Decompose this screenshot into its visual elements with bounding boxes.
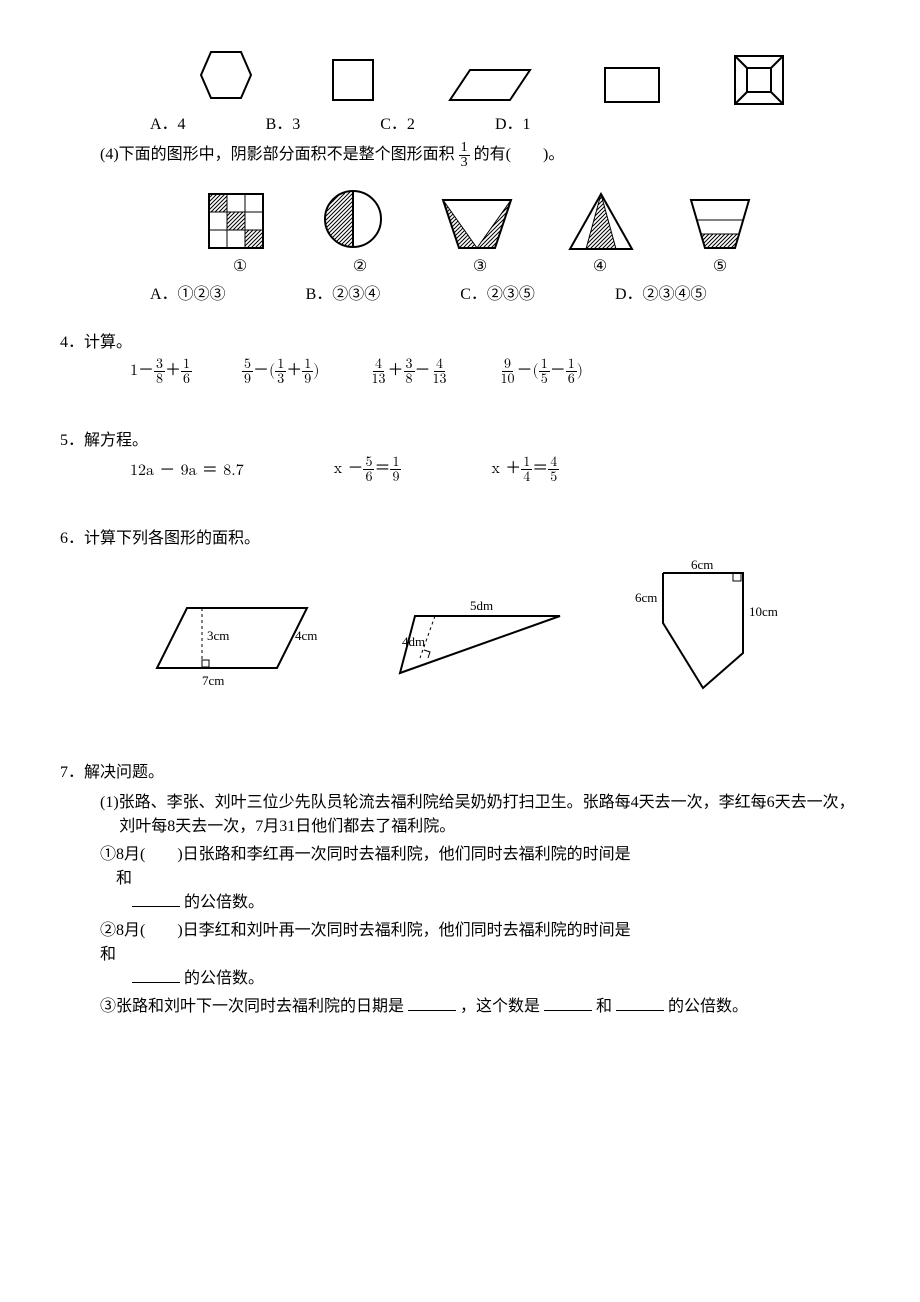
q6-figures: 3cm 4cm 7cm 5dm 4dm 6cm 6cm 10cm (120, 558, 820, 698)
one-third-frac: 1 3 (459, 141, 470, 170)
svg-text:10cm: 10cm (749, 604, 778, 619)
s3b: ，这个数是 (460, 998, 540, 1015)
opt-c: C．2 (380, 110, 415, 134)
svg-text:5dm: 5dm (470, 598, 493, 613)
s1b: 和 (116, 870, 132, 887)
svg-text:3cm: 3cm (207, 628, 229, 643)
svg-text:6cm: 6cm (691, 558, 713, 572)
s3c: 和 (596, 998, 612, 1015)
parallelogram-icon (445, 60, 535, 110)
circled-5: ⑤ (713, 256, 727, 276)
fig1-parallelogram-icon: 3cm 4cm 7cm (147, 588, 327, 698)
expr: x －56＝19 (334, 454, 402, 484)
square-icon (323, 50, 383, 110)
opt-d: D．1 (495, 110, 531, 134)
opt-c2: C．②③⑤ (460, 280, 535, 304)
s2b: 和 (100, 946, 116, 963)
opt-a: A．4 (150, 110, 186, 134)
expr: x ＋14＝45 (491, 454, 559, 484)
s2a: ②8月( )日李红和刘叶再一次同时去福利院，他们同时去福利院的时间是 (100, 922, 631, 939)
svg-text:4cm: 4cm (295, 628, 317, 643)
blank (132, 968, 180, 983)
expr: 59－(13＋19) (242, 356, 319, 386)
q6-title: 6．计算下列各图形的面积。 (60, 524, 860, 548)
shape-square (323, 50, 383, 110)
q7-s3: ③张路和刘叶下一次同时去福利院的日期是 ，这个数是 和 的公倍数。 (100, 992, 860, 1016)
shaded-shapes (180, 184, 780, 254)
opt-b2: B．②③④ (306, 280, 381, 304)
q5-eqs: 12a － 9a ＝ 8.7 x －56＝19 x ＋14＝45 (130, 454, 860, 484)
shape-hexagon (181, 40, 261, 110)
grid-shape-icon (205, 190, 269, 254)
s2c: 的公倍数。 (184, 970, 264, 987)
q7-p1: (1)张路、李张、刘叶三位少先队员轮流去福利院给吴奶奶打扫卫生。张路每4天去一次… (100, 788, 860, 836)
stem-pre: (4)下面的图形中，阴影部分面积不是整个图形面积 (100, 146, 455, 163)
circled-2: ② (353, 256, 367, 276)
shape-nested (729, 50, 789, 110)
s3d: 的公倍数。 (668, 998, 748, 1015)
shape-rectangle (597, 60, 667, 110)
q7-title: 7．解决问题。 (60, 758, 860, 782)
nested-square-icon (729, 50, 789, 110)
q4: 4．计算。 1－38＋16 59－(13＋19) 413＋38－413 910－(15… (60, 328, 860, 386)
q3-4-options: A．①②③ B．②③④ C．②③⑤ D．②③④⑤ (150, 280, 860, 304)
rectangle-icon (597, 60, 667, 110)
s1a: ①8月( )日张路和李红再一次同时去福利院，他们同时去福利院的时间是 (100, 846, 631, 863)
opt-b: B．3 (266, 110, 301, 134)
blank (544, 996, 592, 1011)
s3a: ③张路和刘叶下一次同时去福利院的日期是 (100, 998, 404, 1015)
q5: 5．解方程。 12a － 9a ＝ 8.7 x －56＝19 x ＋14＝45 (60, 426, 860, 484)
stem-post: 的有( )。 (474, 146, 565, 163)
q3-4-stem: (4)下面的图形中，阴影部分面积不是整个图形面积 1 3 的有( )。 (100, 140, 860, 170)
q7: 7．解决问题。 (1)张路、李张、刘叶三位少先队员轮流去福利院给吴奶奶打扫卫生。… (60, 758, 860, 1016)
q7-s2: ②8月( )日李红和刘叶再一次同时去福利院，他们同时去福利院的时间是 和 的公倍… (100, 916, 860, 988)
opt-a2: A．①②③ (150, 280, 226, 304)
fig3-pentagon-icon: 6cm 6cm 10cm (633, 558, 793, 698)
svg-text:4dm: 4dm (402, 634, 425, 649)
expr: 1－38＋16 (130, 356, 192, 386)
q5-title: 5．解方程。 (60, 426, 860, 450)
blank (132, 892, 180, 907)
svg-text:6cm: 6cm (635, 590, 657, 605)
trapezoid-shape-icon (437, 194, 517, 254)
circled-4: ④ (593, 256, 607, 276)
q3-options: A．4 B．3 C．2 D．1 (150, 110, 860, 134)
circled-3: ③ (473, 256, 487, 276)
q3-shape-row (150, 40, 820, 110)
opt-d2: D．②③④⑤ (615, 280, 707, 304)
svg-text:7cm: 7cm (202, 673, 224, 688)
fig2-triangle-icon: 5dm 4dm (380, 588, 580, 698)
expr: 910－(15－16) (499, 356, 583, 386)
blank (408, 996, 456, 1011)
expr: 12a － 9a ＝ 8.7 (130, 456, 244, 481)
circle-shape-icon (318, 184, 388, 254)
blank (616, 996, 664, 1011)
cup-shape-icon (685, 194, 755, 254)
q4-title: 4．计算。 (60, 328, 860, 352)
hexagon-icon (181, 40, 261, 110)
shape-parallelogram (445, 60, 535, 110)
shade-labels: ① ② ③ ④ ⑤ (180, 256, 780, 276)
triangle-shape-icon (566, 189, 636, 254)
s1c: 的公倍数。 (184, 894, 264, 911)
expr: 413＋38－413 (370, 356, 449, 386)
circled-1: ① (233, 256, 247, 276)
q7-s1: ①8月( )日张路和李红再一次同时去福利院，他们同时去福利院的时间是 和 的公倍… (100, 840, 860, 912)
q4-exprs: 1－38＋16 59－(13＋19) 413＋38－413 910－(15－16) (130, 356, 860, 386)
q6: 6．计算下列各图形的面积。 3cm 4cm 7cm 5dm 4dm 6cm 6c… (60, 524, 860, 698)
